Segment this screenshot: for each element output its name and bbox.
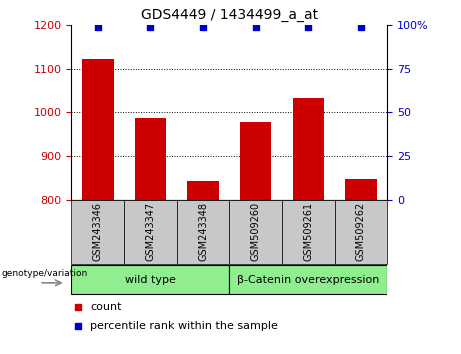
Point (94, 24, 101, 29)
Text: GSM243347: GSM243347 (145, 202, 155, 262)
Text: wild type: wild type (125, 275, 176, 285)
Text: β-Catenin overexpression: β-Catenin overexpression (237, 275, 379, 285)
Text: count: count (90, 302, 122, 313)
Point (252, 24, 260, 29)
Text: GSM509261: GSM509261 (303, 202, 313, 262)
Bar (71, 266, 229, 294)
Point (147, 24, 154, 29)
Text: genotype/variation: genotype/variation (1, 268, 88, 278)
Text: GSM509260: GSM509260 (251, 202, 260, 262)
Point (74, 323, 82, 329)
Title: GDS4449 / 1434499_a_at: GDS4449 / 1434499_a_at (141, 8, 318, 22)
Point (357, 24, 365, 29)
Bar (187, 181, 219, 200)
Bar (177, 200, 229, 264)
Point (199, 24, 207, 29)
Bar (71, 200, 124, 264)
Bar (229, 266, 387, 294)
Bar (345, 179, 377, 200)
Bar (282, 200, 335, 264)
Bar (124, 200, 177, 264)
Bar (292, 98, 324, 200)
Point (74, 305, 82, 310)
Bar (229, 200, 282, 264)
Text: percentile rank within the sample: percentile rank within the sample (90, 321, 278, 331)
Text: GSM243346: GSM243346 (93, 202, 103, 261)
Bar (240, 122, 272, 200)
Point (305, 24, 312, 29)
Bar (82, 59, 113, 200)
Bar (135, 118, 166, 200)
Bar (335, 200, 387, 264)
Text: GSM509262: GSM509262 (356, 202, 366, 262)
Text: GSM243348: GSM243348 (198, 202, 208, 261)
